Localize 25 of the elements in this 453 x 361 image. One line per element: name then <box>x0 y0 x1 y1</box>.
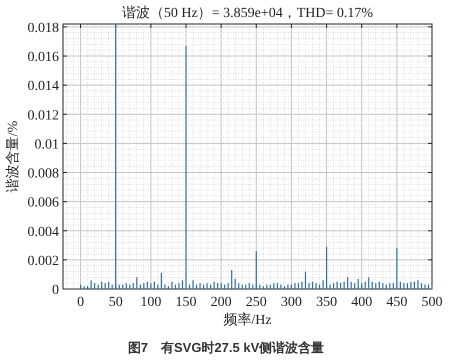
y-tick-label: 0.018 <box>28 20 59 36</box>
y-tick-label: 0.006 <box>28 196 59 211</box>
x-tick-label: 0 <box>77 295 84 310</box>
x-tick-label: 450 <box>386 295 408 310</box>
y-tick-label: 0.002 <box>28 254 59 269</box>
y-tick-label: 0.004 <box>28 224 59 240</box>
x-tick-label: 250 <box>246 295 267 310</box>
y-tick-label: 0.01 <box>34 137 59 152</box>
x-tick-label: 400 <box>351 295 372 310</box>
x-tick-label: 300 <box>280 295 302 310</box>
x-tick-label: 200 <box>210 295 232 310</box>
x-tick-label: 500 <box>422 295 442 310</box>
x-tick-label: 150 <box>176 295 196 310</box>
y-tick-label: 0.016 <box>28 50 59 66</box>
chart-title: 谐波（50 Hz）= 3.859e+04，THD= 0.17% <box>122 5 374 21</box>
caption: 图7 有SVG时27.5 kV侧谐波含量 <box>128 340 324 355</box>
y-tick-label: 0.008 <box>28 166 59 182</box>
y-axis-title: 谐波含量/% <box>5 120 21 192</box>
y-tick-label: 0.014 <box>28 79 59 94</box>
x-tick-label: 100 <box>140 295 162 310</box>
y-tick-label: 0.012 <box>28 108 59 124</box>
x-axis-title: 频率/Hz <box>223 312 272 328</box>
x-tick-label: 50 <box>108 295 123 310</box>
x-tick-label: 350 <box>316 295 338 310</box>
y-tick-label: 0 <box>52 283 59 298</box>
